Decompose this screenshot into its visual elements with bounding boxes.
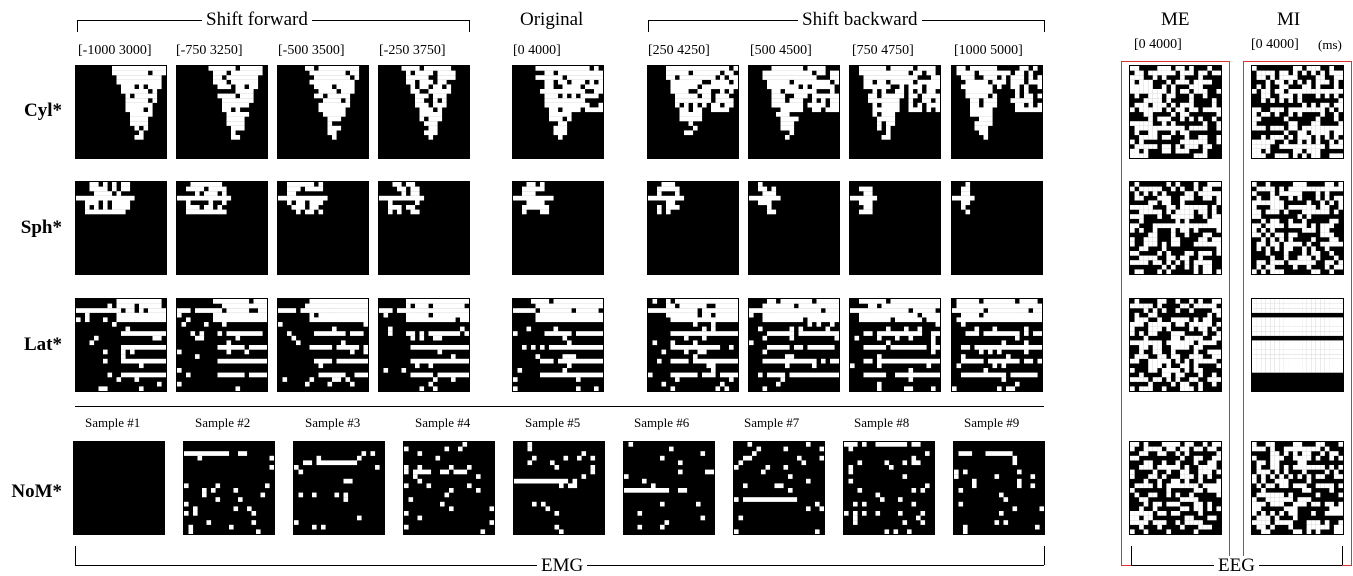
me-label: ME: [1161, 9, 1190, 30]
sample-label-4: Sample #4: [415, 415, 471, 430]
map-nom-sample-1: [73, 441, 165, 535]
map-cyl-6: [647, 65, 739, 159]
sample-label-8: Sample #8: [854, 415, 910, 430]
range-unit: (ms): [1318, 37, 1342, 52]
shift-forward-label: Shift forward: [202, 10, 312, 29]
map-lat-5: [512, 298, 604, 392]
range-label-3: [-500 3500]: [278, 43, 345, 58]
map-eeg-mi-1: [1251, 65, 1344, 159]
map-nom-sample-5: [513, 441, 605, 535]
map-sph-9: [951, 181, 1043, 275]
map-sph-6: [647, 181, 739, 275]
sample-label-7: Sample #7: [744, 415, 800, 430]
range-label-7: [500 4500]: [750, 43, 812, 58]
map-lat-7: [748, 298, 840, 392]
shift-backward-label: Shift backward: [798, 10, 922, 29]
shift-forward-bracket-right: [469, 20, 470, 32]
map-eeg-mi-2: [1251, 181, 1344, 275]
map-sph-3: [277, 181, 369, 275]
original-label: Original: [520, 9, 584, 30]
map-cyl-2: [176, 65, 268, 159]
range-label-2: [-750 3250]: [176, 43, 243, 58]
map-sph-1: [75, 181, 167, 275]
map-nom-sample-2: [183, 441, 275, 535]
shift-backward-bracket-left: [648, 20, 649, 32]
row-label-nom: NoM*: [11, 481, 62, 502]
map-cyl-8: [849, 65, 941, 159]
map-sph-8: [849, 181, 941, 275]
row-separator: [75, 406, 1044, 407]
map-sph-5: [512, 181, 604, 275]
map-eeg-me-2: [1129, 181, 1222, 275]
map-sph-7: [748, 181, 840, 275]
range-label-1: [-1000 3000]: [78, 43, 152, 58]
map-eeg-me-4: [1129, 441, 1222, 535]
map-lat-8: [849, 298, 941, 392]
emg-bracket-right: [1044, 546, 1045, 565]
map-lat-2: [176, 298, 268, 392]
eeg-bracket-left: [1131, 546, 1132, 565]
map-eeg-mi-4: [1251, 441, 1344, 535]
row-label-lat: Lat*: [24, 334, 62, 355]
map-lat-9: [951, 298, 1043, 392]
map-cyl-5: [512, 65, 604, 159]
map-nom-sample-4: [403, 441, 495, 535]
map-nom-sample-8: [843, 441, 935, 535]
row-label-cyl: Cyl*: [24, 100, 62, 121]
emg-bracket-left: [75, 546, 76, 565]
sample-label-2: Sample #2: [195, 415, 251, 430]
shift-backward-bracket-right: [1044, 20, 1045, 32]
map-cyl-3: [277, 65, 369, 159]
sample-label-9: Sample #9: [964, 415, 1020, 430]
map-lat-1: [75, 298, 167, 392]
map-cyl-9: [951, 65, 1043, 159]
eeg-bracket-right: [1342, 546, 1343, 565]
range-label-4: [-250 3750]: [379, 43, 446, 58]
range-label-mi: [0 4000]: [1251, 37, 1299, 52]
sample-label-1: Sample #1: [85, 415, 141, 430]
range-label-me: [0 4000]: [1134, 37, 1182, 52]
map-nom-sample-6: [623, 441, 715, 535]
map-lat-4: [378, 298, 470, 392]
map-cyl-1: [75, 65, 167, 159]
shift-forward-bracket-left: [77, 20, 78, 32]
map-cyl-7: [748, 65, 840, 159]
sample-label-6: Sample #6: [634, 415, 690, 430]
eeg-label: EEG: [1214, 556, 1259, 575]
map-eeg-me-1: [1129, 65, 1222, 159]
map-lat-6: [647, 298, 739, 392]
range-label-6: [250 4250]: [648, 43, 710, 58]
map-nom-sample-9: [953, 441, 1045, 535]
emg-label: EMG: [537, 556, 588, 575]
map-eeg-mi-3: [1251, 298, 1344, 392]
map-lat-3: [277, 298, 369, 392]
map-nom-sample-3: [293, 441, 385, 535]
map-eeg-me-3: [1129, 298, 1222, 392]
range-label-5: [0 4000]: [513, 43, 561, 58]
map-sph-4: [378, 181, 470, 275]
range-label-8: [750 4750]: [852, 43, 914, 58]
mi-label: MI: [1277, 9, 1301, 30]
row-label-sph: Sph*: [20, 217, 62, 238]
sample-label-3: Sample #3: [305, 415, 361, 430]
map-cyl-4: [378, 65, 470, 159]
map-sph-2: [176, 181, 268, 275]
map-nom-sample-7: [733, 441, 825, 535]
range-label-9: [1000 5000]: [954, 43, 1023, 58]
sample-label-5: Sample #5: [525, 415, 581, 430]
